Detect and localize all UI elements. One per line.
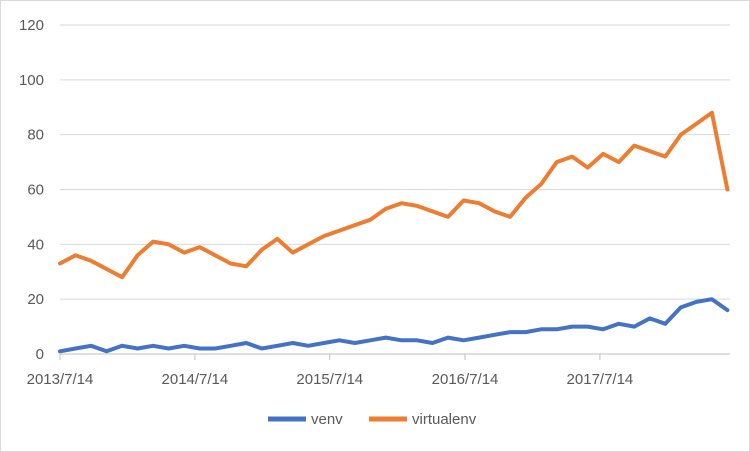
x-axis-tick-labels: 2013/7/14 2014/7/14 2015/7/14 2016/7/14 2017… [27, 354, 634, 388]
grid-lines [60, 24, 730, 355]
x-tick-label-4: 2017/7/14 [567, 371, 634, 388]
y-tick-label-60: 60 [27, 182, 44, 199]
series-line-venv [58, 297, 730, 354]
x-tick-label-1: 2014/7/14 [162, 371, 229, 388]
legend-label-venv: venv [311, 411, 343, 428]
legend: venv virtualenv [268, 411, 477, 428]
series-lines [58, 110, 730, 354]
y-tick-label-0: 0 [36, 346, 44, 363]
x-tick-label-2: 2015/7/14 [296, 371, 363, 388]
series-line-virtualenv [58, 110, 730, 280]
x-tick-label-0: 2013/7/14 [27, 371, 94, 388]
x-tick-label-3: 2016/7/14 [432, 371, 499, 388]
y-tick-label-120: 120 [19, 17, 44, 34]
y-tick-label-20: 20 [27, 291, 44, 308]
legend-label-virtualenv: virtualenv [412, 411, 477, 428]
y-axis-tick-labels: 0 20 40 60 80 100 120 [19, 17, 44, 363]
y-tick-label-100: 100 [19, 72, 44, 89]
y-tick-label-40: 40 [27, 236, 44, 253]
y-tick-label-80: 80 [27, 127, 44, 144]
